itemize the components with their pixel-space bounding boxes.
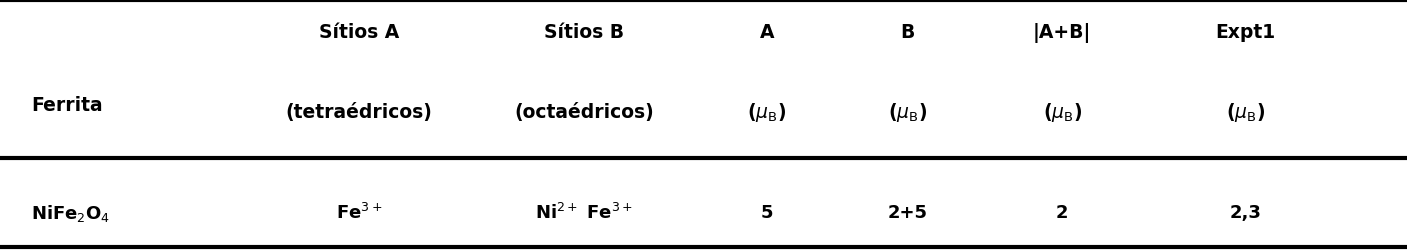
Text: NiFe$_2$O$_4$: NiFe$_2$O$_4$ (31, 202, 110, 223)
Text: 2,3: 2,3 (1230, 204, 1261, 222)
Text: 2: 2 (1057, 204, 1068, 222)
Text: Expt1: Expt1 (1216, 23, 1275, 42)
Text: (tetraédricos): (tetraédricos) (286, 103, 432, 122)
Text: ($\mu_\mathrm{B}$): ($\mu_\mathrm{B}$) (1043, 101, 1082, 124)
Text: ($\mu_\mathrm{B}$): ($\mu_\mathrm{B}$) (747, 101, 787, 124)
Text: 5: 5 (761, 204, 772, 222)
Text: ($\mu_\mathrm{B}$): ($\mu_\mathrm{B}$) (888, 101, 927, 124)
Text: 2+5: 2+5 (888, 204, 927, 222)
Text: A: A (760, 23, 774, 42)
Text: |A+B|: |A+B| (1033, 22, 1092, 42)
Text: Fe$^{3+}$: Fe$^{3+}$ (336, 202, 381, 222)
Text: Ni$^{2+}$ Fe$^{3+}$: Ni$^{2+}$ Fe$^{3+}$ (535, 202, 633, 222)
Text: Sítios A: Sítios A (318, 23, 400, 42)
Text: (octaédricos): (octaédricos) (514, 103, 654, 122)
Text: Ferrita: Ferrita (31, 96, 103, 114)
Text: ($\mu_\mathrm{B}$): ($\mu_\mathrm{B}$) (1225, 101, 1265, 124)
Text: Sítios B: Sítios B (545, 23, 623, 42)
Text: B: B (900, 23, 915, 42)
